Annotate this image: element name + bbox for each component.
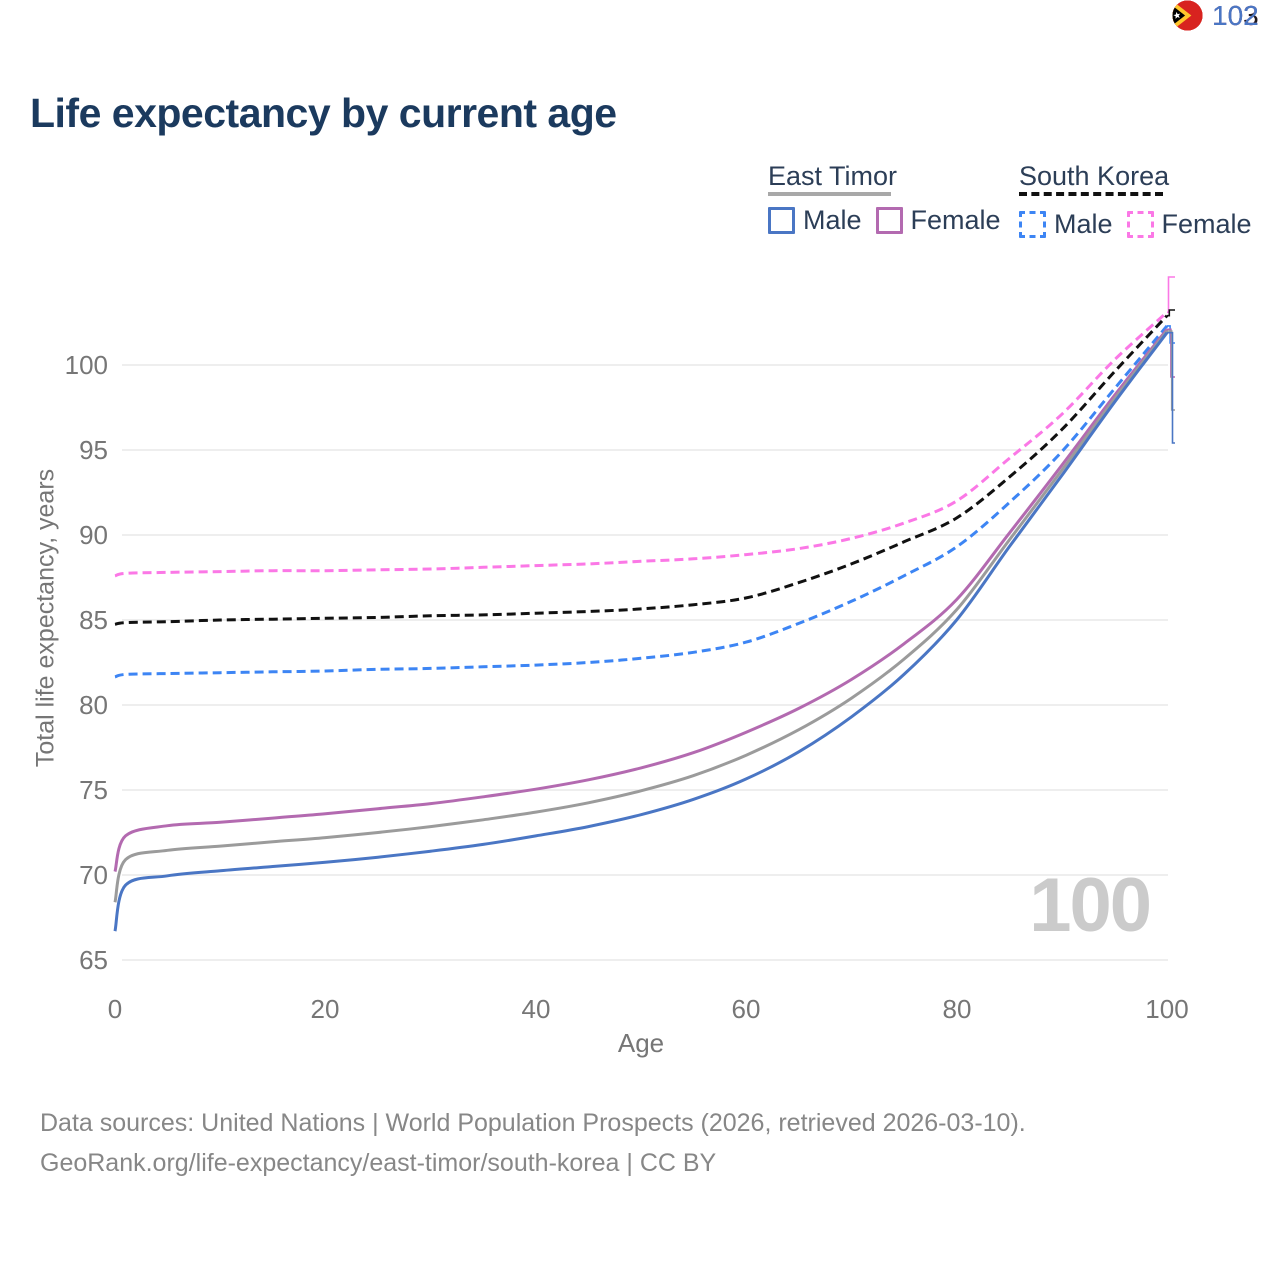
- y-tick-75: 75: [79, 775, 108, 805]
- series-line-south-korea-total: [114, 314, 1169, 626]
- legend-item-south-korea-female[interactable]: Female: [1126, 209, 1252, 239]
- x-tick-20: 20: [310, 994, 340, 1024]
- legend-group-south-korea: South Korea Male Female: [1019, 161, 1252, 239]
- series-line-east-timor-female: [113, 328, 1169, 873]
- footer-url-line[interactable]: GeoRank.org/life-expectancy/east-timor/s…: [40, 1149, 717, 1177]
- series-lines: [113, 311, 1169, 932]
- end-label-row: 102: [1172, 0, 1259, 31]
- gridlines: [122, 364, 1168, 961]
- end-label-row: 103: [1172, 0, 1259, 31]
- connector-south-korea-female: [1167, 276, 1175, 314]
- y-tick-70: 70: [79, 860, 108, 890]
- x-tick-0: 0: [107, 994, 123, 1024]
- east-timor-male-swatch-icon: [768, 206, 795, 234]
- age-counter-watermark: 100: [1029, 863, 1152, 948]
- label-connectors: [1167, 276, 1175, 444]
- legend-underline-east-timor: [768, 192, 891, 196]
- east-timor-female-swatch-icon: [875, 206, 903, 234]
- x-tick-100: 100: [1145, 994, 1189, 1024]
- y-tick-90: 90: [79, 520, 108, 550]
- x-tick-60: 60: [731, 994, 761, 1024]
- connector-east-timor-male: [1167, 331, 1175, 444]
- legend-items-east-timor: Male Female: [768, 205, 1001, 235]
- legend-item-east-timor-female[interactable]: Female: [875, 205, 1001, 235]
- page-title: Life expectancy by current age: [30, 90, 617, 136]
- legend-underline-south-korea: [1019, 192, 1163, 200]
- legend-group-east-timor: East Timor Male Female: [768, 161, 1001, 235]
- x-tick-80: 80: [942, 994, 972, 1024]
- footer-source-line: Data sources: United Nations | World Pop…: [40, 1109, 1026, 1137]
- end-label-value: 102: [1212, 0, 1259, 31]
- x-axis-title: Age: [617, 1028, 665, 1058]
- legend-item-label: Female: [1161, 209, 1252, 239]
- east-timor-flag-icon: [1172, 0, 1203, 31]
- series-line-east-timor-male: [113, 331, 1169, 932]
- series-line-south-korea-female: [114, 311, 1169, 578]
- end-label-row: 102: [1172, 0, 1259, 31]
- legend-item-label: Male: [803, 205, 862, 235]
- y-tick-100: 100: [64, 350, 108, 380]
- series-line-south-korea-male: [114, 324, 1169, 679]
- south-korea-female-swatch-icon: [1126, 210, 1154, 238]
- south-korea-male-swatch-icon: [1019, 210, 1046, 238]
- legend-item-label: Male: [1054, 209, 1113, 239]
- end-label-value: 102: [1212, 0, 1259, 31]
- legend-items-south-korea: Male Female: [1019, 209, 1252, 239]
- end-label-row: 103: [1172, 0, 1259, 31]
- series-line-east-timor-total: [113, 330, 1169, 903]
- legend-item-east-timor-male[interactable]: Male: [768, 205, 862, 235]
- y-tick-95: 95: [79, 435, 108, 465]
- x-tick-40: 40: [521, 994, 551, 1024]
- y-tick-80: 80: [79, 690, 108, 720]
- end-label-row: 102: [1172, 0, 1259, 31]
- end-label-value: 102: [1212, 0, 1259, 31]
- legend-item-south-korea-male[interactable]: Male: [1019, 209, 1113, 239]
- end-label-row: 102: [1172, 0, 1259, 31]
- legend-item-label: Female: [910, 205, 1001, 235]
- y-tick-85: 85: [79, 605, 108, 635]
- connector-south-korea-total: [1167, 309, 1175, 317]
- end-label-value: 102: [1212, 0, 1259, 31]
- end-label-value: 103: [1212, 0, 1259, 31]
- y-tick-65: 65: [79, 945, 108, 975]
- legend-group-east-timor-name[interactable]: East Timor: [768, 161, 898, 191]
- end-label-value: 103: [1212, 0, 1259, 31]
- legend-group-south-korea-name[interactable]: South Korea: [1019, 161, 1170, 191]
